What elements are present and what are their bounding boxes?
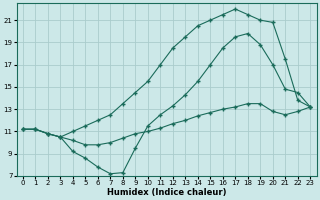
X-axis label: Humidex (Indice chaleur): Humidex (Indice chaleur) <box>107 188 226 197</box>
